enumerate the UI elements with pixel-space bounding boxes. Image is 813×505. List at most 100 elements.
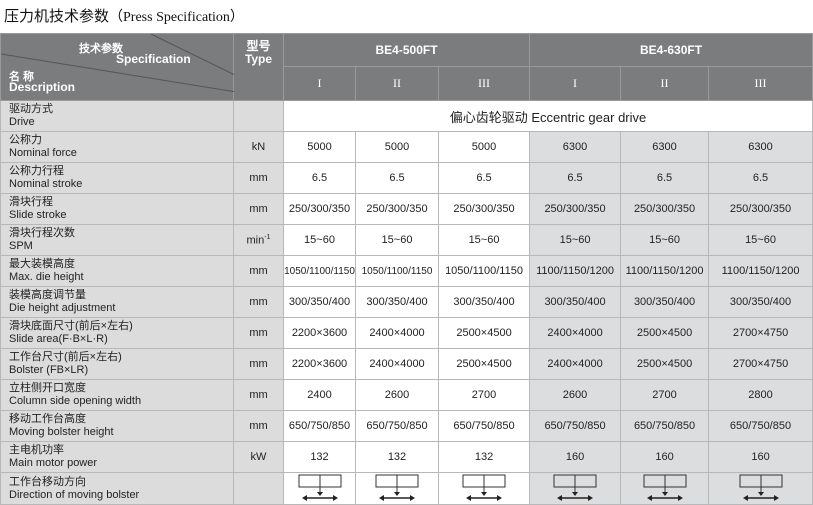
unit: min [246, 234, 265, 247]
variant-header: II [620, 66, 710, 101]
label-zh: 工作台移动方向 [9, 475, 86, 488]
unit-cell: mm [233, 162, 284, 194]
name-zh: 名 称 [9, 71, 35, 83]
value-cell: 160 [620, 441, 710, 473]
value-cell: 160 [529, 441, 622, 473]
label-zh: 公称力 [9, 134, 42, 146]
label-en: Slide area(F·B×L·R) [9, 333, 108, 345]
unit: mm [249, 203, 268, 215]
value-cell: 2400×4000 [355, 348, 439, 380]
value-cell: 6.5 [437, 162, 531, 194]
label-zh: 移动工作台高度 [9, 413, 86, 425]
bolster-direction-icon [739, 474, 783, 501]
label-zh: 公称力行程 [9, 165, 64, 177]
spec-table: 技术参数 Specification 名 称 Description 型号 Typ… [0, 33, 813, 505]
row-label: 工作台尺寸(前后×左右) Bolster (FB×LR) [0, 348, 234, 380]
row-label: 滑块行程 Slide stroke [0, 193, 234, 225]
value-cell: 2800 [708, 379, 813, 411]
value-cell [437, 472, 531, 505]
table-row: 主电机功率 Main motor power kW 132 132 132 160 160 16… [0, 441, 813, 473]
unit: mm [249, 358, 268, 370]
unit: mm [249, 172, 268, 184]
label-en: Main motor power [9, 457, 98, 469]
unit-cell: kW [233, 441, 284, 473]
title-en: （Press Specification） [109, 10, 244, 25]
row-label: 装模高度调节量 Die height adjustment [0, 286, 234, 318]
value-cell: 6.5 [708, 162, 813, 194]
value-cell: 300/350/400 [620, 286, 710, 318]
label-en: Moving bolster height [9, 426, 114, 438]
value-cell: 1050/1100/1150 [355, 255, 439, 287]
value-cell: 1100/1150/1200 [708, 255, 813, 287]
label-en: Max. die height [9, 271, 84, 283]
unit-cell [233, 472, 284, 505]
unit: kN [251, 141, 266, 153]
value-cell: 650/750/850 [437, 410, 531, 442]
value-cell: 300/350/400 [708, 286, 813, 318]
label-en: Drive [9, 116, 35, 128]
model-header: BE4-500FT [282, 33, 531, 67]
label-en: Die height adjustment [9, 302, 116, 314]
bolster-direction-icon [375, 474, 419, 501]
value-cell: 15~60 [708, 224, 813, 256]
value-cell: 15~60 [437, 224, 531, 256]
label-zh: 工作台尺寸(前后×左右) [9, 351, 122, 363]
table-row: 滑块行程次数 SPM min-1 15~60 15~60 15~60 15~60 15~60 1… [0, 224, 813, 256]
spec-zh: 技术参数 [79, 43, 123, 55]
label-zh: 滑块行程次数 [9, 227, 75, 239]
unit-cell: kN [233, 131, 284, 163]
type-zh: 型号 [246, 39, 271, 53]
label-en: SPM [9, 240, 33, 252]
value-cell: 2600 [529, 379, 622, 411]
label-zh: 滑块行程 [9, 196, 53, 208]
unit: mm [249, 265, 268, 277]
bolster-direction-icon [553, 474, 597, 501]
value-cell: 6.5 [529, 162, 622, 194]
unit: mm [249, 327, 268, 339]
value-cell: 2600 [355, 379, 439, 411]
value-cell: 5000 [283, 131, 356, 163]
value-cell: 2700 [437, 379, 531, 411]
value-cell [708, 472, 813, 505]
value-cell: 300/350/400 [529, 286, 622, 318]
unit-cell: mm [233, 286, 284, 318]
table-row: 工作台尺寸(前后×左右) Bolster (FB×LR) mm 2200×3600 24… [0, 348, 813, 380]
value-cell: 160 [708, 441, 813, 473]
label-en: Column side opening width [9, 395, 142, 407]
label-zh: 最大装模高度 [9, 258, 75, 270]
bolster-direction-icon [298, 474, 341, 501]
value-cell: 300/350/400 [283, 286, 356, 318]
value-cell: 1050/1100/1150 [437, 255, 531, 287]
model-header: BE4-630FT [529, 33, 813, 67]
bolster-direction-icon [462, 474, 506, 501]
type-header: 型号 Type [233, 33, 284, 101]
value-cell: 5000 [437, 131, 531, 163]
row-label: 最大装模高度 Max. die height [0, 255, 234, 287]
value-cell: 250/300/350 [708, 193, 813, 225]
row-label: 移动工作台高度 Moving bolster height [0, 410, 234, 442]
unit-cell: mm [233, 379, 284, 411]
label-en: Direction of moving bolster [9, 488, 140, 501]
value-cell: 250/300/350 [529, 193, 622, 225]
table-row: 最大装模高度 Max. die height mm 1050/1100/1150 105… [0, 255, 813, 287]
value-cell: 1100/1150/1200 [529, 255, 622, 287]
unit-cell: mm [233, 193, 284, 225]
unit: kW [250, 451, 267, 463]
value-cell: 2500×4500 [620, 317, 710, 349]
value-cell: 300/350/400 [437, 286, 531, 318]
label-zh: 立柱侧开口宽度 [9, 382, 86, 394]
row-label: 滑块行程次数 SPM [0, 224, 234, 256]
row-label: 公称力 Nominal force [0, 131, 234, 163]
value-cell: 2500×4500 [437, 317, 531, 349]
value-cell: 6300 [708, 131, 813, 163]
value-cell: 2400×4000 [355, 317, 439, 349]
type-en: Type [244, 52, 273, 66]
unit-cell: mm [233, 255, 284, 287]
value-cell: 6.5 [355, 162, 439, 194]
unit-cell: mm [233, 317, 284, 349]
value-cell: 6.5 [620, 162, 710, 194]
value-cell: 650/750/850 [620, 410, 710, 442]
variant-header: II [355, 66, 439, 101]
value-cell: 650/750/850 [355, 410, 439, 442]
spec-en: Specification [116, 52, 191, 66]
